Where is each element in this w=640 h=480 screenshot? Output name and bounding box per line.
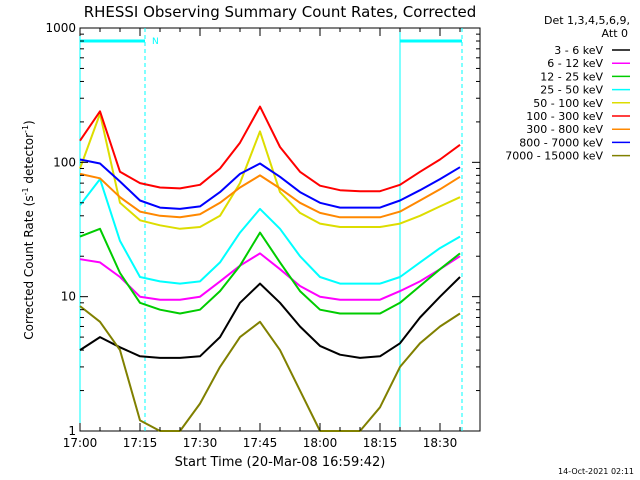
series-line-4 [79,112,461,230]
x-tick-label: 17:45 [243,436,278,450]
series-line-1 [79,252,461,301]
x-axis: 17:00 17:15 17:30 17:45 18:00 18:15 18:30 [63,28,481,450]
y-axis-title-sup1: -1 [21,187,30,195]
y-axis: 1 10 100 1000 [45,21,480,438]
legend-label: 300 - 800 keV [526,123,603,136]
legend-label: 100 - 300 keV [526,110,603,123]
timestamp-label: 14-Oct-2021 02:11 [558,467,634,476]
y-tick-label: 1000 [45,21,76,35]
legend-label: 800 - 7000 keV [519,136,603,149]
x-tick-label: 18:00 [303,436,338,450]
x-tick-label: 17:15 [123,436,158,450]
y-tick-label: 10 [61,290,76,304]
y-axis-title: Corrected Count Rate (s-1 detector-1) [21,120,36,339]
legend-header-line2: Att 0 [602,27,628,40]
y-axis-title-sup2: -1 [21,125,30,133]
legend-label: 6 - 12 keV [547,57,603,70]
x-tick-label: 18:30 [423,436,458,450]
y-tick-label: 1 [68,424,76,438]
legend-label: 12 - 25 keV [540,70,603,83]
legend-label: 7000 - 15000 keV [505,150,603,163]
x-tick-label: 17:00 [63,436,98,450]
night-label: N [152,37,159,47]
legend-label: 50 - 100 keV [533,97,603,110]
series-line-6 [79,172,461,219]
y-axis-title-mid: detector [22,133,36,188]
legend-label: 3 - 6 keV [554,44,603,57]
legend-label: 25 - 50 keV [540,84,603,97]
y-tick-label: 100 [53,155,76,169]
y-axis-title-end: ) [22,120,36,125]
series-line-0 [79,276,461,359]
series-line-7 [79,158,461,210]
series-line-2 [79,227,461,315]
series-line-3 [79,178,461,285]
x-tick-label: 18:15 [363,436,398,450]
x-tick-label: 17:30 [183,436,218,450]
legend-header-line1: Det 1,3,4,5,6,9, [544,14,630,27]
series-line-5 [79,105,461,193]
chart-title: RHESSI Observing Summary Count Rates, Co… [84,3,477,21]
series-layer [79,105,461,432]
y-axis-title-main: Corrected Count Rate (s [22,195,36,339]
x-axis-title: Start Time (20-Mar-08 16:59:42) [175,455,386,470]
series-line-8 [79,305,461,432]
night-bars: N [79,28,463,431]
